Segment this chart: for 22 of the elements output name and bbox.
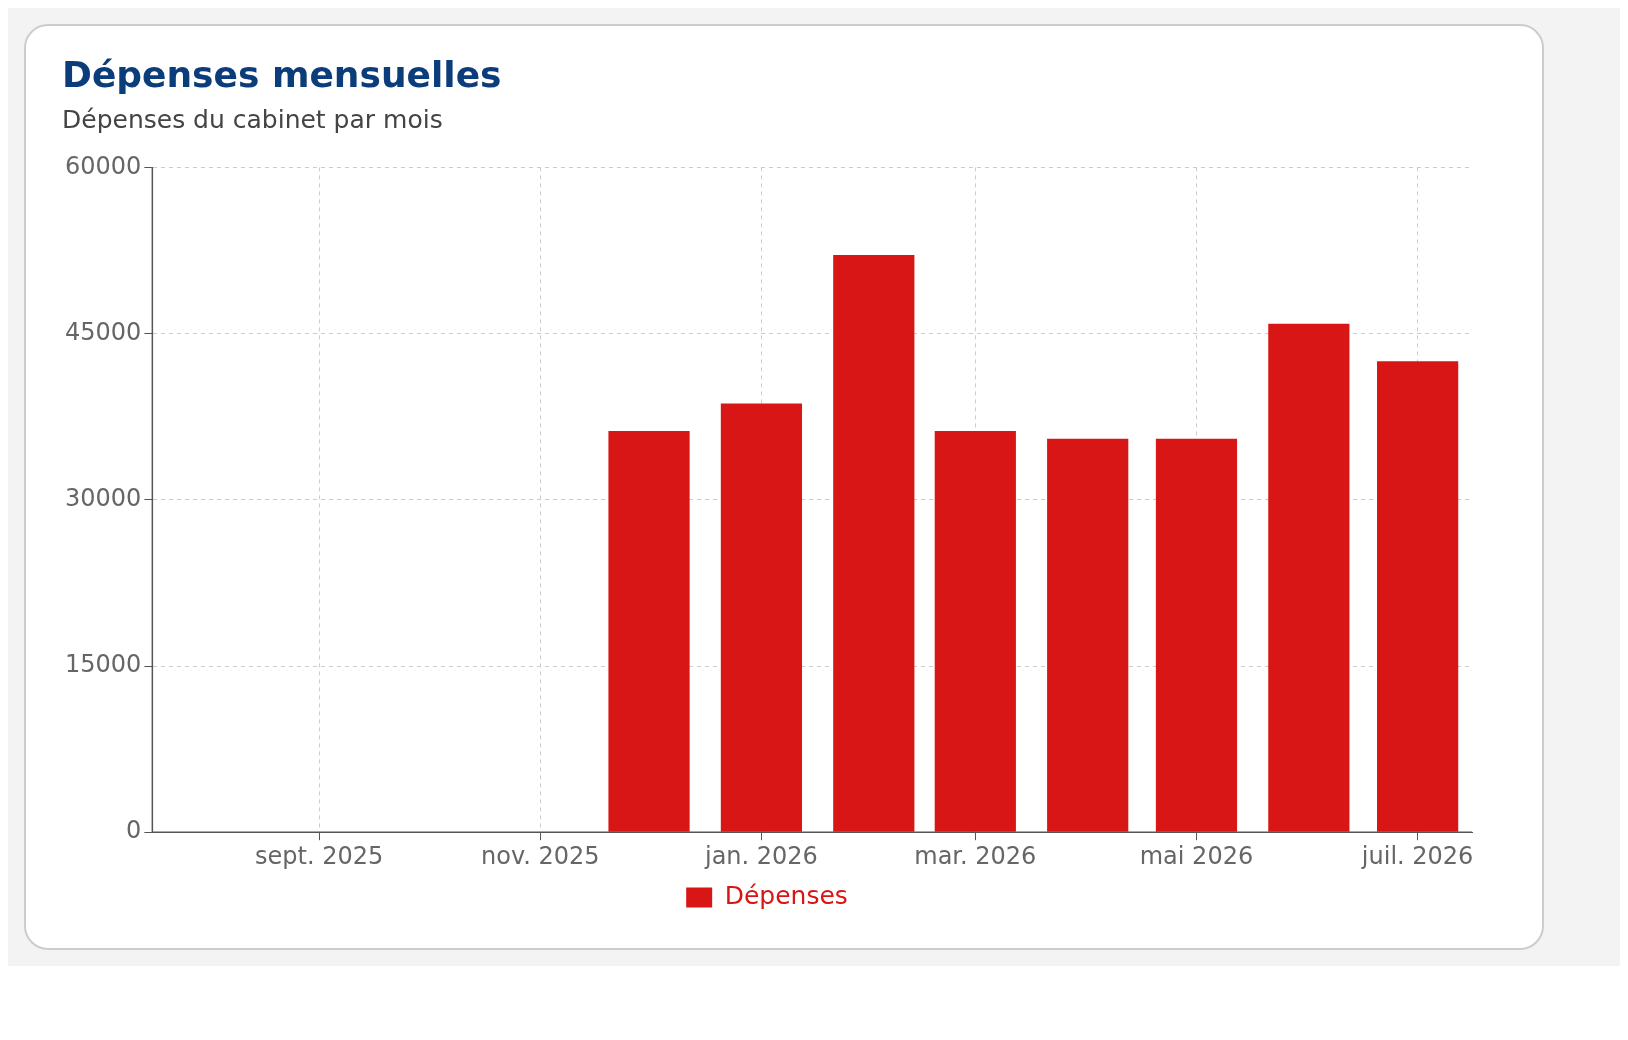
y-tick-label: 30000 (64, 484, 142, 513)
x-tick-label: nov. 2025 (480, 841, 600, 870)
x-tick-label: juil. 2026 (1360, 841, 1474, 870)
bar (934, 431, 1016, 832)
bar (1155, 438, 1238, 832)
x-tick-label: jan. 2026 (703, 841, 818, 870)
x-tick-label: mai 2026 (1139, 841, 1254, 870)
bar (1268, 323, 1350, 832)
y-tick-label: 45000 (64, 317, 142, 346)
x-tick-label: mar. 2026 (914, 841, 1037, 870)
y-tick-label: 15000 (64, 650, 142, 679)
bar (720, 403, 803, 832)
bar (1377, 361, 1459, 832)
y-tick-label: 0 (126, 816, 142, 845)
x-tick-label: sept. 2025 (254, 841, 384, 870)
bar (608, 431, 690, 832)
chart-title: Dépenses mensuelles (62, 54, 503, 95)
bar (1047, 438, 1129, 832)
chart-subtitle: Dépenses du cabinet par mois (62, 105, 444, 134)
bar (833, 254, 915, 832)
legend-label: Dépenses (724, 881, 848, 910)
y-tick-label: 60000 (64, 151, 142, 180)
